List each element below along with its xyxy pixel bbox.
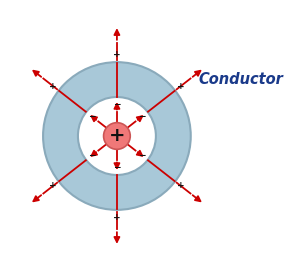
Text: −: − — [113, 100, 121, 109]
Text: +: + — [113, 51, 121, 60]
Text: +: + — [49, 181, 57, 190]
Text: −: − — [113, 163, 121, 172]
Text: −: − — [88, 112, 96, 121]
Text: +: + — [49, 82, 57, 91]
Text: −: − — [88, 151, 96, 160]
Text: +: + — [109, 127, 125, 145]
Circle shape — [43, 62, 191, 210]
Text: −: − — [138, 112, 145, 121]
Text: −: − — [138, 151, 145, 160]
Text: +: + — [113, 212, 121, 221]
Circle shape — [104, 123, 130, 149]
Circle shape — [78, 97, 156, 175]
Text: +: + — [177, 181, 185, 190]
Text: Conductor: Conductor — [199, 72, 284, 87]
Text: +: + — [177, 82, 185, 91]
